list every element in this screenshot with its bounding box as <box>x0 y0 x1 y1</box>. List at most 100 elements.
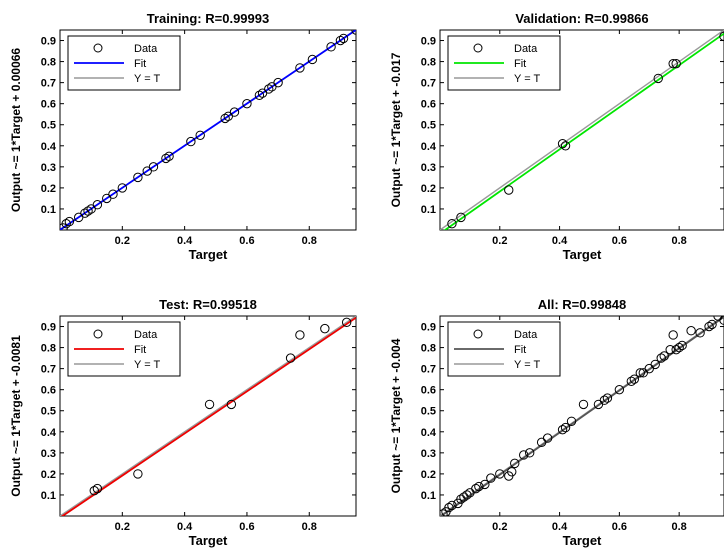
training-ytick-label: 0.7 <box>41 78 56 90</box>
all-data-point <box>471 483 481 494</box>
all-xtick-label: 0.2 <box>492 521 507 533</box>
training-data-point <box>195 130 205 140</box>
test-data-point <box>285 353 296 363</box>
training-ytick-label: 0.8 <box>41 57 56 69</box>
test-data-point <box>295 330 305 340</box>
training-data-point <box>326 42 336 52</box>
validation-legend-label: Fit <box>514 58 526 70</box>
all-panel: 0.2 0.4 0.6 0.8 0.1 0.2 0.3 0.4 0.5 0.6 0.7 0.8 0.9 D… <box>389 297 724 548</box>
all-data-point <box>695 328 705 338</box>
validation-ytick-label: 0.2 <box>421 183 436 195</box>
validation-ytick-label: 0.5 <box>421 120 436 132</box>
validation-ytick-label: 0.6 <box>421 99 436 111</box>
all-data-point <box>704 321 714 332</box>
all-ytick-label: 0.3 <box>421 448 436 460</box>
validation-xtick-label: 0.8 <box>672 235 687 247</box>
test-legend-label: Y = T <box>134 359 160 371</box>
validation-legend-label: Y = T <box>514 73 540 85</box>
validation-data-point <box>447 218 457 229</box>
all-ylabel: Output ~= 1*Target + -0.004 <box>389 338 403 493</box>
test-xlabel: Target <box>189 533 228 548</box>
validation-panel: 0.2 0.4 0.6 0.8 0.1 0.2 0.3 0.4 0.5 0.6 0.7 0.8 0.9 D… <box>389 11 724 262</box>
test-legend-data-marker <box>93 329 103 339</box>
validation-xtick-label: 0.2 <box>492 235 507 247</box>
all-data-point <box>474 481 484 492</box>
training-data-point <box>133 172 143 183</box>
validation-data-point <box>653 73 663 84</box>
training-ytick-label: 0.2 <box>41 183 56 195</box>
test-ytick-label: 0.7 <box>41 364 56 376</box>
validation-ytick-label: 0.8 <box>421 57 436 69</box>
all-data-point <box>656 353 666 363</box>
training-data-point <box>242 98 252 109</box>
validation-data-point <box>557 138 568 149</box>
test-xtick-label: 0.6 <box>239 521 254 533</box>
all-legend: Data Fit Y = T <box>447 321 561 377</box>
validation-ylabel: Output ~= 1*Target + -0.017 <box>389 52 403 207</box>
test-title: Test: R=0.99518 <box>159 297 257 312</box>
validation-ytick-label: 0.9 <box>421 36 436 48</box>
training-data-point <box>161 153 171 164</box>
all-xtick-label: 0.4 <box>552 521 568 533</box>
validation-fit-line <box>443 32 724 230</box>
test-legend: Data Fit Y = T <box>67 321 181 377</box>
validation-ytick-label: 0.3 <box>421 162 436 174</box>
all-legend-label: Fit <box>514 344 526 356</box>
all-ytick-label: 0.9 <box>421 322 436 334</box>
training-data-point <box>61 218 71 229</box>
all-data-point <box>447 500 457 511</box>
all-data-point <box>542 433 553 443</box>
test-xtick-label: 0.2 <box>115 521 130 533</box>
training-data-point <box>64 216 75 227</box>
test-plot-content <box>60 316 356 516</box>
test-data-point <box>133 469 143 479</box>
all-legend-data-marker <box>473 329 483 339</box>
all-ytick-label: 0.4 <box>421 427 437 439</box>
all-ytick-label: 0.8 <box>421 343 436 355</box>
test-identity-line <box>60 316 356 516</box>
training-data-point <box>83 206 93 216</box>
training-xtick-label: 0.4 <box>177 235 193 247</box>
all-data-point <box>560 422 571 433</box>
all-data-point <box>713 316 723 321</box>
training-ytick-label: 0.3 <box>41 162 56 174</box>
all-data-point <box>602 393 613 403</box>
all-data-point <box>495 469 505 479</box>
training-xtick-label: 0.6 <box>239 235 254 247</box>
test-ytick-label: 0.9 <box>41 322 56 334</box>
test-data-point <box>204 399 215 410</box>
training-data-point <box>254 90 265 100</box>
all-data-point <box>480 479 490 490</box>
all-plot-content <box>440 316 724 516</box>
validation-identity-line <box>440 30 724 230</box>
training-ytick-label: 0.6 <box>41 99 56 111</box>
validation-data-point <box>668 58 678 69</box>
all-xtick-label: 0.6 <box>612 521 627 533</box>
all-data-point <box>557 424 568 435</box>
all-ytick-label: 0.1 <box>421 490 436 502</box>
all-data-point <box>686 326 696 336</box>
all-ytick-label: 0.6 <box>421 385 436 397</box>
training-panel: 0.2 0.4 0.6 0.8 0.1 0.2 0.3 0.4 0.5 0.6 0.7 0.8 0.9 D… <box>9 11 357 262</box>
validation-ytick-label: 0.7 <box>421 78 436 90</box>
all-ytick-label: 0.2 <box>421 469 436 481</box>
validation-legend-data-marker <box>473 43 483 53</box>
validation-data-point <box>671 58 681 69</box>
all-data-point <box>599 395 610 405</box>
validation-data-point <box>456 212 466 223</box>
training-data-point <box>148 162 159 172</box>
validation-title: Validation: R=0.99866 <box>515 11 648 26</box>
all-ytick-label: 0.5 <box>421 406 436 418</box>
training-xlabel: Target <box>189 247 228 262</box>
all-legend-label: Y = T <box>514 359 540 371</box>
training-legend-label: Fit <box>134 58 146 70</box>
all-data-point <box>444 502 454 513</box>
all-data-point <box>510 458 520 469</box>
all-data-point <box>665 344 675 355</box>
test-ytick-label: 0.5 <box>41 406 56 418</box>
training-legend-label: Data <box>134 43 158 55</box>
all-data-point <box>677 340 687 351</box>
training-title: Training: R=0.99993 <box>147 11 269 26</box>
test-ylabel: Output ~= 1*Target + -0.0081 <box>9 335 23 497</box>
